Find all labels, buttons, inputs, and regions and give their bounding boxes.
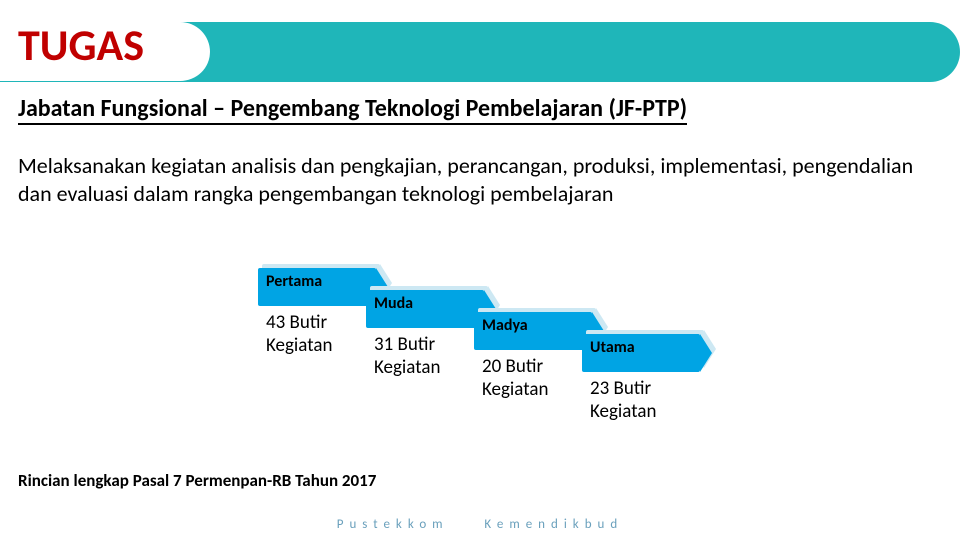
step-body: 23 Butir Kegiatan [582,372,690,434]
page-title: TUGAS [18,18,144,72]
page-subtitle: Jabatan Fungsional – Pengembang Teknolog… [18,94,687,125]
step-madya: Madya 20 Butir Kegiatan [474,332,582,432]
step-label: Pertama [258,268,376,306]
footnote: Rincian lengkap Pasal 7 Permenpan-RB Tah… [18,470,376,491]
footer: Pustekkom Kemendikbud [0,517,960,532]
page-description: Melaksanakan kegiatan analisis dan pengk… [18,152,940,207]
step-body: 43 Butir Kegiatan [258,306,366,428]
footer-org-right: Kemendikbud [484,517,623,532]
footer-org-left: Pustekkom [337,517,449,532]
step-utama: Utama 23 Butir Kegiatan [582,354,690,434]
step-diagram: Pertama 43 Butir Kegiatan Muda 31 Butir … [258,268,778,448]
step-body: 20 Butir Kegiatan [474,350,582,432]
step-label: Utama [582,334,700,372]
step-label: Madya [474,312,592,350]
step-pertama: Pertama 43 Butir Kegiatan [258,288,366,428]
step-muda: Muda 31 Butir Kegiatan [366,310,474,430]
step-label: Muda [366,290,484,328]
step-body: 31 Butir Kegiatan [366,328,474,430]
